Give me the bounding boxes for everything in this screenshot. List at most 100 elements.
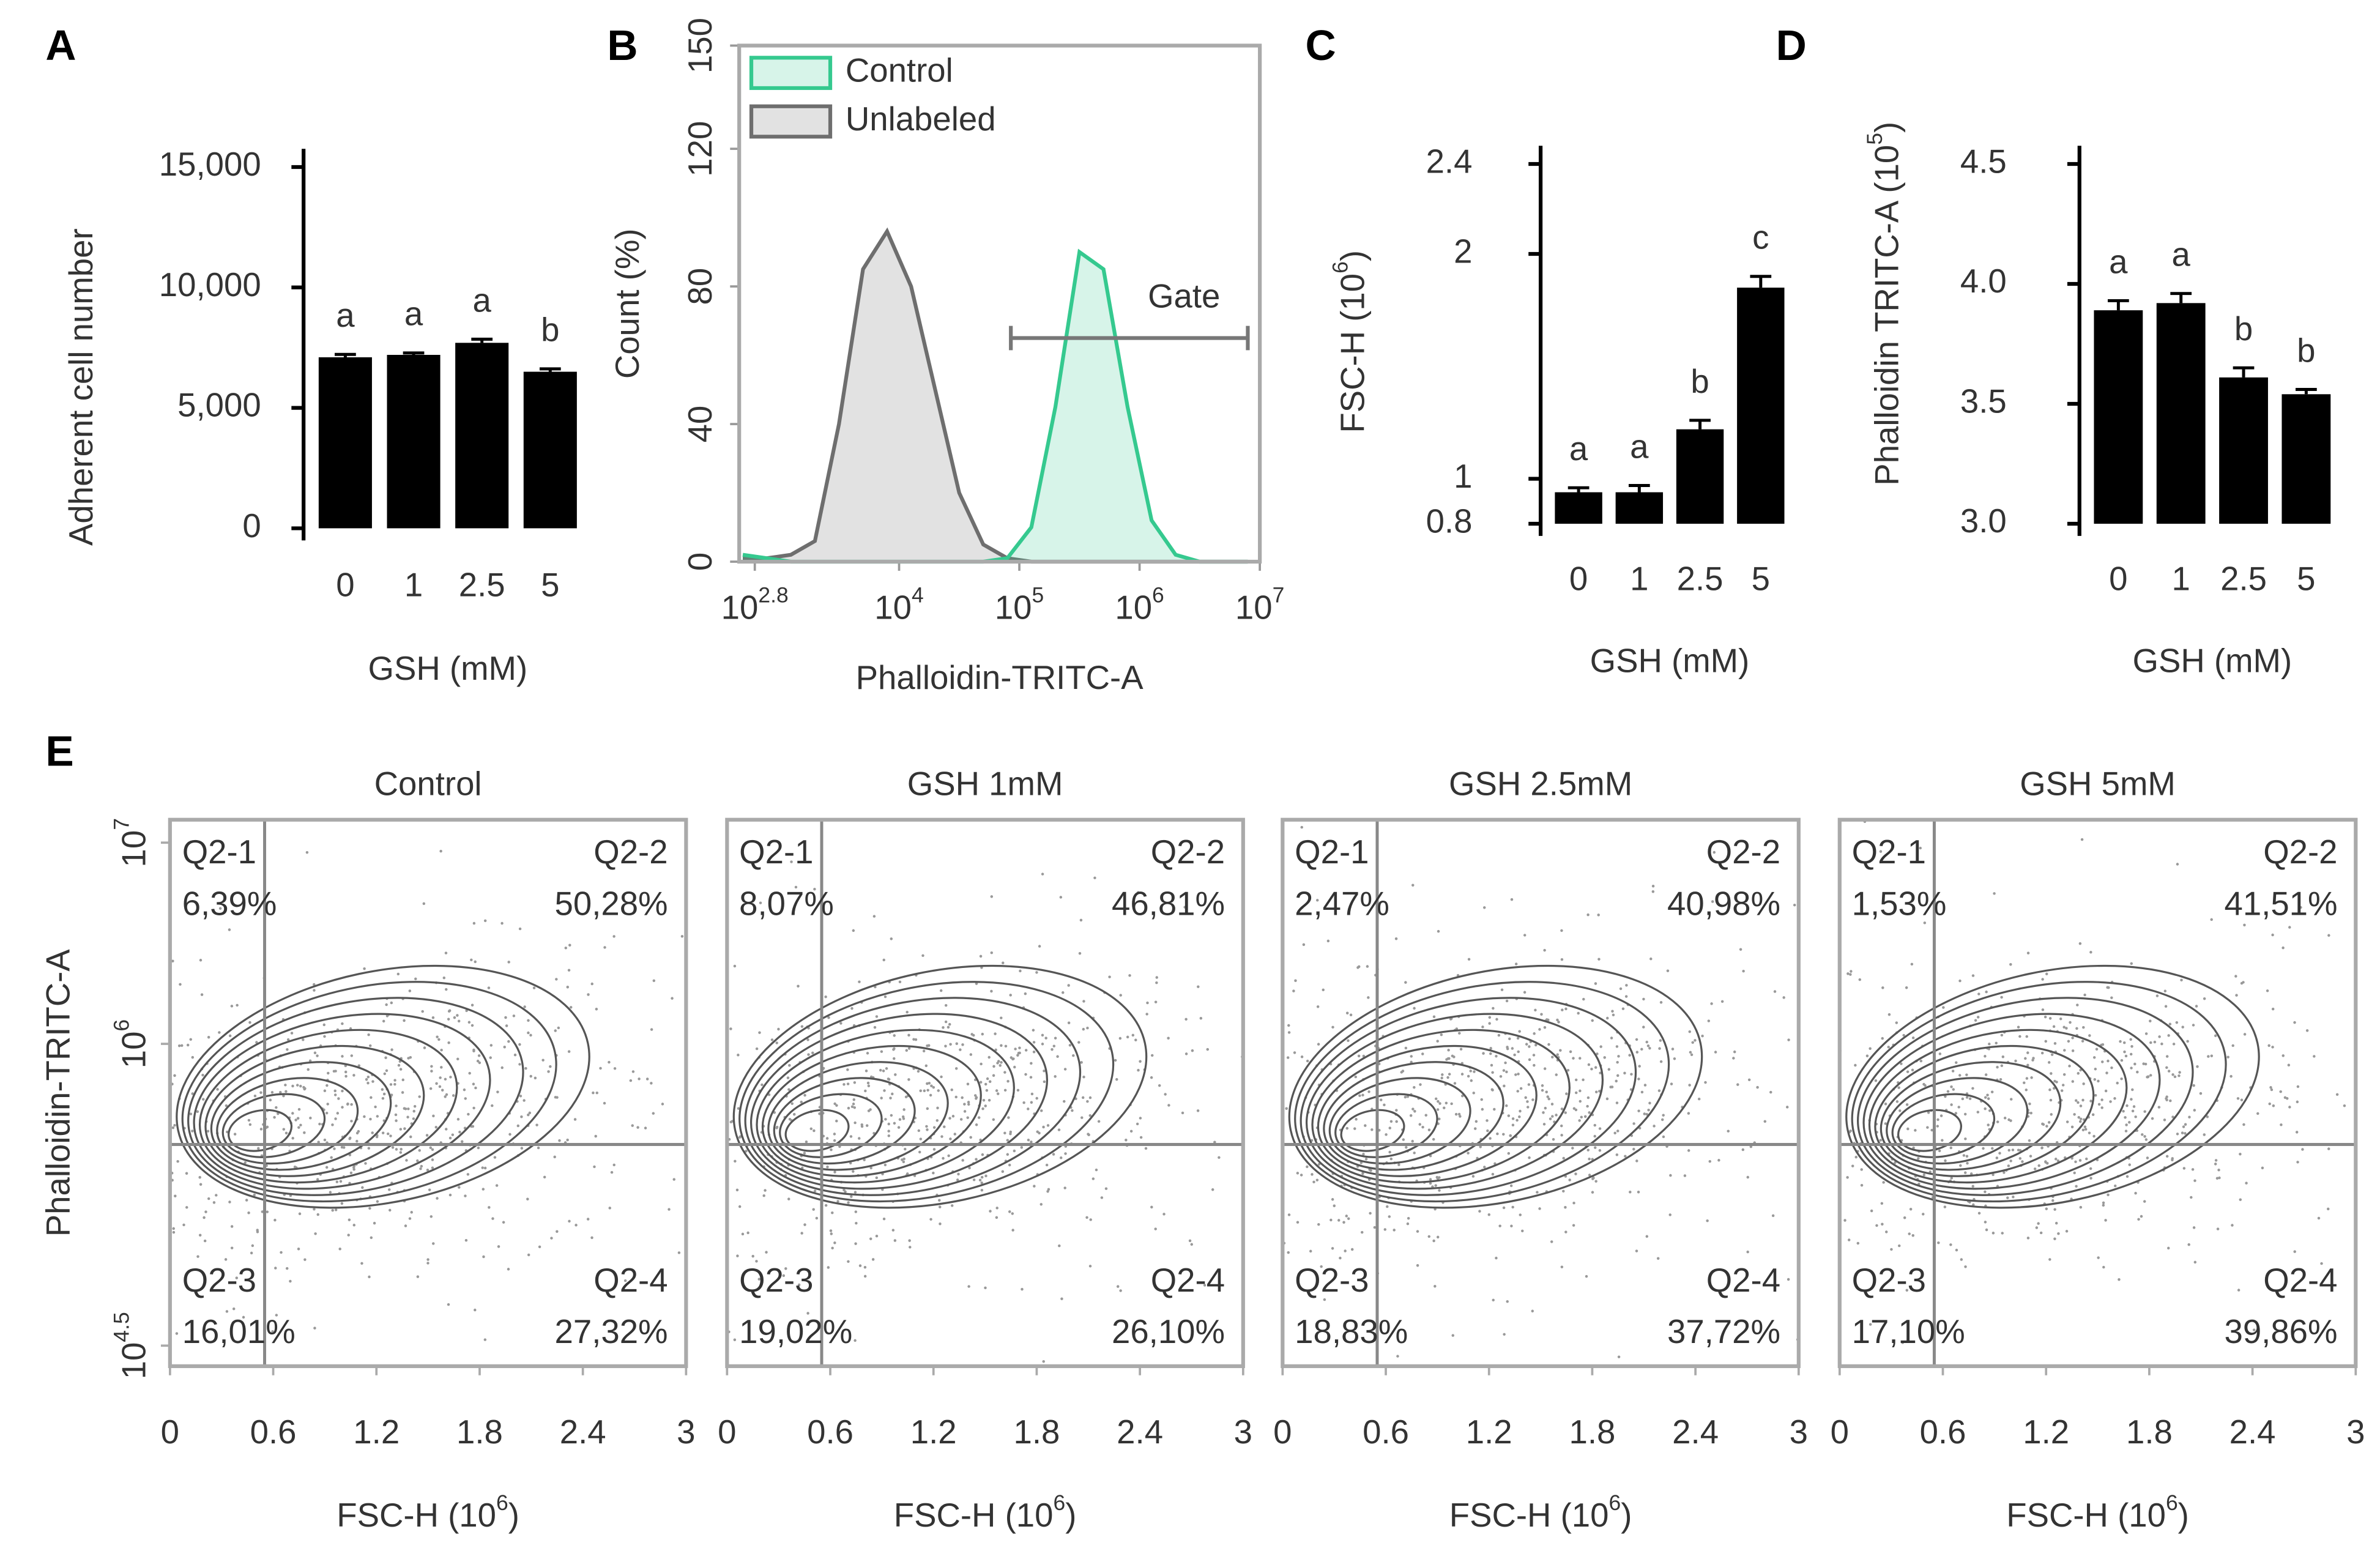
event-dot (1968, 1097, 1972, 1100)
event-dot (2053, 1045, 2056, 1047)
x-axis-label: FSC-H (106) (1449, 1490, 1632, 1534)
event-dot (1717, 1159, 1720, 1162)
event-dot (1593, 1123, 1597, 1127)
contour (176, 964, 590, 1209)
event-dot (566, 986, 570, 989)
event-dot (961, 1159, 964, 1162)
event-dot (1509, 1134, 1512, 1137)
event-dot (366, 1075, 370, 1079)
event-dot (1489, 1047, 1492, 1050)
event-dot (1724, 1198, 1726, 1200)
event-dot (1846, 1176, 1849, 1179)
event-dot (1331, 1198, 1334, 1201)
event-dot (352, 1074, 355, 1077)
event-dot (954, 1067, 958, 1070)
event-dot (1615, 1153, 1619, 1156)
event-dot (1161, 808, 1164, 810)
event-dot (1526, 1100, 1529, 1103)
event-dot (1039, 1109, 1043, 1112)
event-dot (2003, 1117, 2007, 1120)
event-dot (1511, 1047, 1514, 1050)
event-dot (986, 1077, 989, 1081)
event-dot (2025, 1035, 2028, 1038)
legend-swatch (749, 56, 833, 91)
event-dot (491, 1104, 494, 1107)
event-dot (729, 1027, 732, 1030)
quadrant-percent: 40,98% (1667, 885, 1780, 923)
event-dot (1036, 1130, 1039, 1133)
plot-frame (1281, 817, 1801, 1368)
event-dot (2279, 1090, 2282, 1093)
event-dot (929, 1218, 932, 1221)
x-tick-label: 1 (404, 567, 423, 604)
event-dot (1910, 962, 1914, 966)
event-dot (1446, 1076, 1449, 1079)
event-dot (1491, 1071, 1494, 1074)
event-dot (529, 1074, 532, 1078)
event-dot (957, 1172, 960, 1176)
error-bar (2233, 366, 2255, 378)
event-dot (349, 1171, 353, 1175)
event-dot (1666, 969, 1670, 972)
event-dot (1205, 1219, 1207, 1222)
event-dot (777, 1027, 780, 1031)
event-dot (1047, 1188, 1051, 1191)
event-dot (987, 1098, 991, 1102)
event-dot (1659, 1039, 1662, 1042)
event-dot (1488, 1022, 1491, 1025)
event-dot (1510, 1224, 1513, 1228)
event-dot (538, 1245, 541, 1249)
x-axis-label-base: FSC-H (10 (2006, 1497, 2166, 1534)
event-dot (1060, 1297, 1063, 1300)
event-dot (977, 1116, 981, 1119)
event-dot (691, 1186, 693, 1189)
event-dot (765, 1251, 768, 1254)
event-dot (2097, 1103, 2101, 1106)
y-tick-label: 5,000 (177, 387, 261, 424)
event-dot (500, 1066, 504, 1070)
event-dot (1354, 1075, 1358, 1079)
event-dot (1974, 1019, 1977, 1022)
event-dot (2104, 1219, 2107, 1222)
event-dot (1977, 992, 1980, 995)
event-dot (201, 1073, 204, 1077)
event-dot (1112, 1383, 1115, 1385)
bar (455, 343, 509, 529)
event-dot (198, 1176, 201, 1179)
event-dot (1942, 1006, 1945, 1009)
event-dot (943, 1125, 946, 1128)
event-dot (1736, 1083, 1739, 1086)
event-dot (1088, 1265, 1092, 1268)
event-dot (2271, 1007, 2275, 1011)
event-dot (875, 1234, 879, 1238)
event-dot (2369, 963, 2371, 966)
event-dot (1115, 1077, 1118, 1081)
event-dot (1013, 1065, 1016, 1069)
event-dot (2065, 1230, 2069, 1233)
event-dot (423, 1046, 426, 1049)
event-dot (2210, 918, 2213, 921)
y-axis-label: Count (%) (609, 228, 646, 379)
event-dot (1995, 1041, 1998, 1045)
event-dot (2143, 1200, 2146, 1203)
event-dot (1095, 1168, 1098, 1172)
event-dot (431, 1158, 434, 1161)
event-dot (863, 1341, 865, 1344)
event-dot (364, 1162, 367, 1165)
event-dot (1014, 1047, 1017, 1051)
event-dot (1688, 1030, 1691, 1033)
bar (1555, 492, 1602, 524)
event-dot (893, 1034, 896, 1037)
event-dot (1527, 1083, 1531, 1086)
event-dot (1002, 961, 1005, 965)
event-dot (1687, 1149, 1690, 1152)
event-dot (1003, 1131, 1006, 1135)
event-dot (510, 1285, 513, 1287)
event-dot (696, 759, 698, 761)
event-dot (1474, 1127, 1477, 1130)
event-dot (376, 1200, 379, 1203)
event-dot (1817, 1211, 1820, 1213)
contour (1862, 1013, 2161, 1190)
event-dot (2095, 1047, 2099, 1051)
event-dot (341, 1022, 344, 1025)
